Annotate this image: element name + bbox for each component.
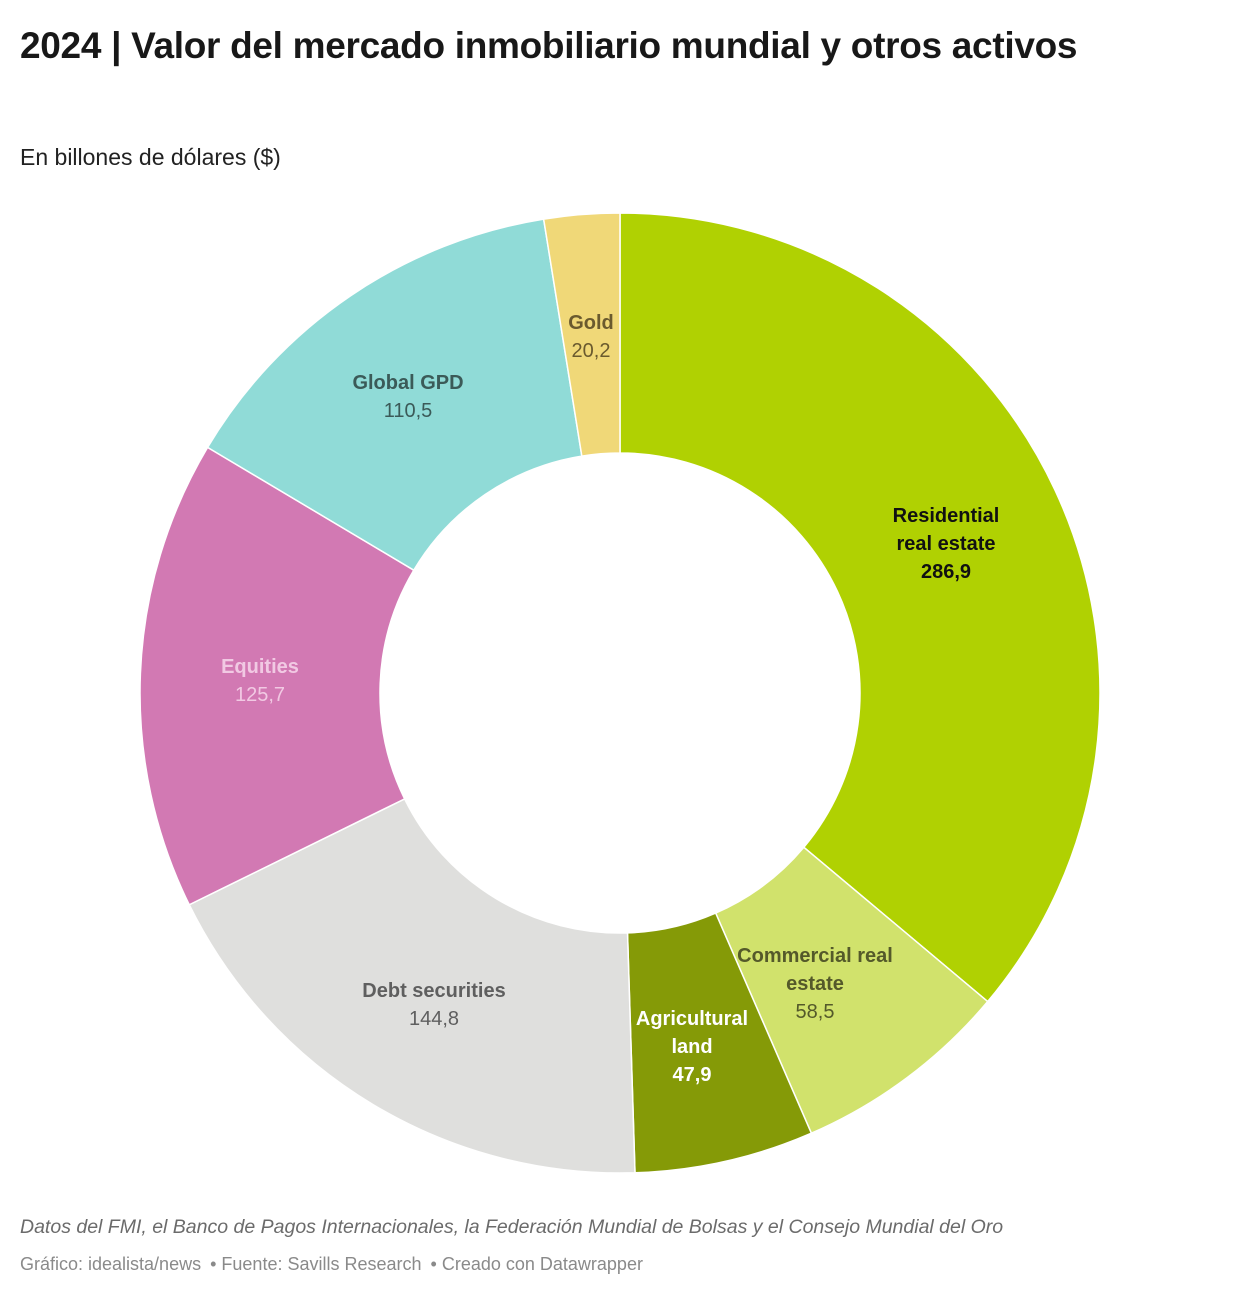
slice-residential-real-estate [619,212,1101,1003]
slice-label-debt-securities: Debt securities 144,8 [362,980,505,1030]
slice-label-commercial-real-estate: Commercial real estate 58,5 [737,945,893,1023]
chart-title: 2024 | Valor del mercado inmobiliario mu… [20,25,1078,66]
slice-label-agricultural-land: Agricultural land 47,9 [636,1008,748,1086]
chart-subtitle: En billones de dólares ($) [20,144,281,170]
donut-labels: Residential real estate 286,9 Commercial re… [221,312,999,1086]
chart-notes: Datos del FMI, el Banco de Pagos Interna… [20,1216,1004,1238]
chart-by: Gráfico: idealista/news [20,1254,202,1274]
created-with: • Creado con Datawrapper [430,1254,643,1274]
slice-label-global-gpd: Global GPD 110,5 [352,372,463,422]
slice-equities [139,446,415,906]
slice-label-gold: Gold 20,2 [568,312,614,362]
slice-gold [542,212,621,457]
slice-label-equities: Equities 125,7 [221,656,299,706]
slice-global-gpd [206,218,583,572]
donut-slices [139,212,1101,1174]
chart-source: • Fuente: Savills Research [210,1254,422,1274]
slice-debt-securities [188,797,636,1174]
slice-label-residential-real-estate: Residential real estate 286,9 [893,505,1000,583]
chart-byline: Gráfico: idealista/news • Fuente: Savill… [20,1251,647,1277]
